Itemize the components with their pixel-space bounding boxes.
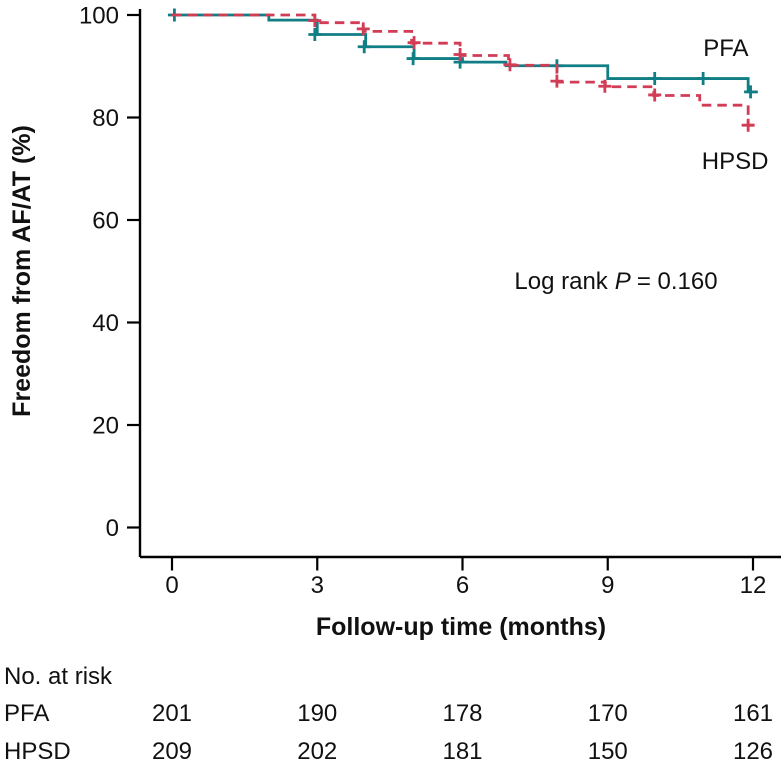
risk-value: 201 — [152, 700, 192, 727]
x-axis-title: Follow-up time (months) — [316, 613, 606, 641]
logrank-annotation: Log rank P = 0.160 — [514, 268, 717, 295]
logrank-prefix: Log rank — [514, 268, 608, 295]
x-tick-label: 6 — [456, 572, 469, 599]
y-tick-label: 40 — [92, 310, 119, 337]
risk-value: 170 — [588, 700, 628, 727]
risk-value: 181 — [442, 738, 482, 765]
x-tick-label: 0 — [165, 572, 178, 599]
x-tick-label: 12 — [740, 572, 767, 599]
y-tick-label: 0 — [106, 515, 119, 542]
risk-value: 209 — [152, 738, 192, 765]
y-tick-label: 100 — [79, 3, 119, 30]
y-axis-title: Freedom from AF/AT (%) — [8, 125, 36, 417]
risk-row-label: HPSD — [4, 738, 71, 765]
risk-value: 202 — [297, 738, 337, 765]
risk-value: 150 — [588, 738, 628, 765]
y-tick-label: 20 — [92, 413, 119, 440]
risk-value: 161 — [733, 700, 773, 727]
y-tick-label: 80 — [92, 105, 119, 132]
logrank-value: = 0.160 — [637, 268, 718, 295]
hpsd-censor-marks — [308, 14, 755, 132]
risk-table-title: No. at risk — [4, 663, 113, 690]
hpsd-curve-label: HPSD — [702, 148, 769, 175]
risk-value: 178 — [442, 700, 482, 727]
risk-row-label: PFA — [4, 700, 49, 727]
logrank-p: P — [615, 268, 631, 295]
risk-value: 190 — [297, 700, 337, 727]
hpsd-curve — [172, 13, 753, 127]
x-tick-label: 9 — [601, 572, 614, 599]
x-tick-label: 3 — [311, 572, 324, 599]
risk-value: 126 — [733, 738, 773, 765]
y-tick-label: 60 — [92, 208, 119, 235]
pfa-curve-label: PFA — [703, 35, 748, 62]
